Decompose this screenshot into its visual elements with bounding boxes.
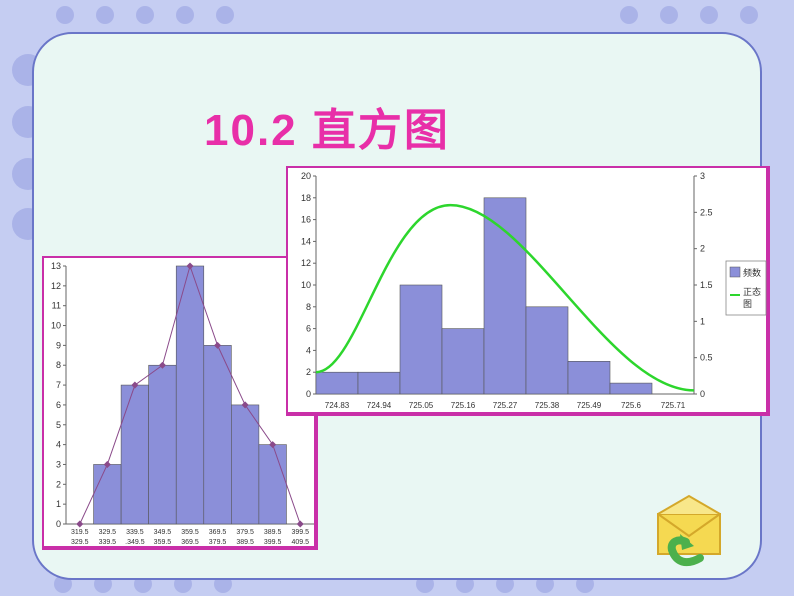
svg-text:2: 2 bbox=[700, 244, 705, 254]
svg-text:725.49: 725.49 bbox=[577, 401, 602, 410]
svg-text:6: 6 bbox=[56, 400, 61, 410]
dot bbox=[700, 6, 718, 24]
svg-text:3: 3 bbox=[700, 171, 705, 181]
envelope-icon bbox=[640, 494, 740, 574]
svg-text:725.05: 725.05 bbox=[409, 401, 434, 410]
svg-text:8: 8 bbox=[306, 302, 311, 312]
svg-text:409.5: 409.5 bbox=[291, 539, 309, 546]
dot bbox=[660, 6, 678, 24]
svg-text:11: 11 bbox=[52, 301, 61, 311]
svg-text:329.5: 329.5 bbox=[71, 539, 89, 546]
svg-text:329.5: 329.5 bbox=[99, 529, 117, 536]
svg-text:369.5: 369.5 bbox=[181, 539, 199, 546]
svg-text:6: 6 bbox=[306, 324, 311, 334]
svg-text:0: 0 bbox=[306, 389, 311, 399]
svg-text:16: 16 bbox=[301, 215, 311, 225]
svg-text:725.27: 725.27 bbox=[493, 401, 518, 410]
dot bbox=[740, 6, 758, 24]
svg-text:359.5: 359.5 bbox=[181, 529, 199, 536]
svg-text:.349.5: .349.5 bbox=[125, 539, 145, 546]
svg-text:725.16: 725.16 bbox=[451, 401, 476, 410]
svg-text:3: 3 bbox=[56, 459, 61, 469]
dot bbox=[56, 6, 74, 24]
svg-text:2: 2 bbox=[56, 479, 61, 489]
svg-text:4: 4 bbox=[56, 440, 61, 450]
svg-text:14: 14 bbox=[301, 236, 311, 246]
svg-text:1: 1 bbox=[700, 316, 705, 326]
svg-text:349.5: 349.5 bbox=[154, 529, 172, 536]
svg-text:2: 2 bbox=[306, 367, 311, 377]
right-histogram: 0 2 4 6 8 10 12 14 16 18 20 0 0.5 1 1.5 2 2.5 3 724.83 724.… bbox=[286, 166, 770, 416]
svg-text:正态: 正态 bbox=[743, 286, 761, 297]
svg-text:2.5: 2.5 bbox=[700, 207, 713, 217]
svg-text:10: 10 bbox=[301, 280, 311, 290]
svg-text:1.5: 1.5 bbox=[700, 280, 713, 290]
svg-text:7: 7 bbox=[56, 380, 61, 390]
svg-text:725.6: 725.6 bbox=[621, 401, 642, 410]
svg-text:359.5: 359.5 bbox=[154, 539, 172, 546]
svg-text:369.5: 369.5 bbox=[209, 529, 227, 536]
svg-text:0: 0 bbox=[700, 389, 705, 399]
svg-text:13: 13 bbox=[51, 261, 61, 271]
svg-text:18: 18 bbox=[301, 193, 311, 203]
svg-text:339.5: 339.5 bbox=[99, 539, 117, 546]
right-chart-svg: 0 2 4 6 8 10 12 14 16 18 20 0 0.5 1 1.5 2 2.5 3 724.83 724.… bbox=[288, 168, 772, 418]
left-histogram: 012345678910111213319.5329.5329.5339.533… bbox=[42, 256, 318, 550]
svg-text:10: 10 bbox=[51, 321, 61, 331]
svg-text:1: 1 bbox=[56, 499, 61, 509]
svg-text:339.5: 339.5 bbox=[126, 529, 144, 536]
svg-text:图: 图 bbox=[743, 299, 752, 309]
svg-text:379.5: 379.5 bbox=[209, 539, 227, 546]
svg-text:9: 9 bbox=[56, 340, 61, 350]
svg-text:724.83: 724.83 bbox=[325, 401, 350, 410]
svg-text:399.5: 399.5 bbox=[291, 529, 309, 536]
left-chart-svg: 012345678910111213319.5329.5329.5339.533… bbox=[44, 258, 320, 552]
dot bbox=[620, 6, 638, 24]
svg-text:725.38: 725.38 bbox=[535, 401, 560, 410]
svg-text:20: 20 bbox=[301, 171, 311, 181]
dot bbox=[216, 6, 234, 24]
svg-text:频数: 频数 bbox=[743, 267, 761, 278]
svg-text:379.5: 379.5 bbox=[236, 529, 254, 536]
svg-text:0.5: 0.5 bbox=[700, 353, 713, 363]
svg-text:4: 4 bbox=[306, 345, 311, 355]
dot bbox=[136, 6, 154, 24]
svg-text:389.5: 389.5 bbox=[264, 529, 282, 536]
svg-text:5: 5 bbox=[56, 420, 61, 430]
svg-text:389.5: 389.5 bbox=[236, 539, 254, 546]
dot bbox=[176, 6, 194, 24]
svg-text:399.5: 399.5 bbox=[264, 539, 282, 546]
page-title: 10.2 直方图 bbox=[204, 94, 450, 158]
svg-text:0: 0 bbox=[56, 519, 61, 529]
svg-text:8: 8 bbox=[56, 360, 61, 370]
dot bbox=[96, 6, 114, 24]
svg-text:724.94: 724.94 bbox=[367, 401, 392, 410]
svg-text:12: 12 bbox=[51, 281, 61, 291]
svg-text:319.5: 319.5 bbox=[71, 529, 89, 536]
main-card: 10.2 直方图 012345678910111213319.5329.5329… bbox=[32, 32, 762, 580]
svg-text:12: 12 bbox=[301, 258, 311, 268]
svg-text:725.71: 725.71 bbox=[661, 401, 686, 410]
